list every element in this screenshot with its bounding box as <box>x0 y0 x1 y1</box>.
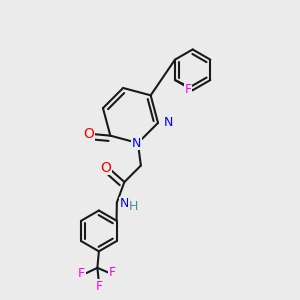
Text: N: N <box>119 197 129 210</box>
Text: F: F <box>109 266 116 279</box>
Text: N: N <box>132 136 141 149</box>
Text: F: F <box>95 280 102 293</box>
Text: O: O <box>100 160 111 175</box>
Text: O: O <box>83 127 94 141</box>
Text: F: F <box>184 82 192 95</box>
Text: H: H <box>129 200 138 212</box>
Text: N: N <box>164 116 173 129</box>
Text: F: F <box>78 267 85 280</box>
